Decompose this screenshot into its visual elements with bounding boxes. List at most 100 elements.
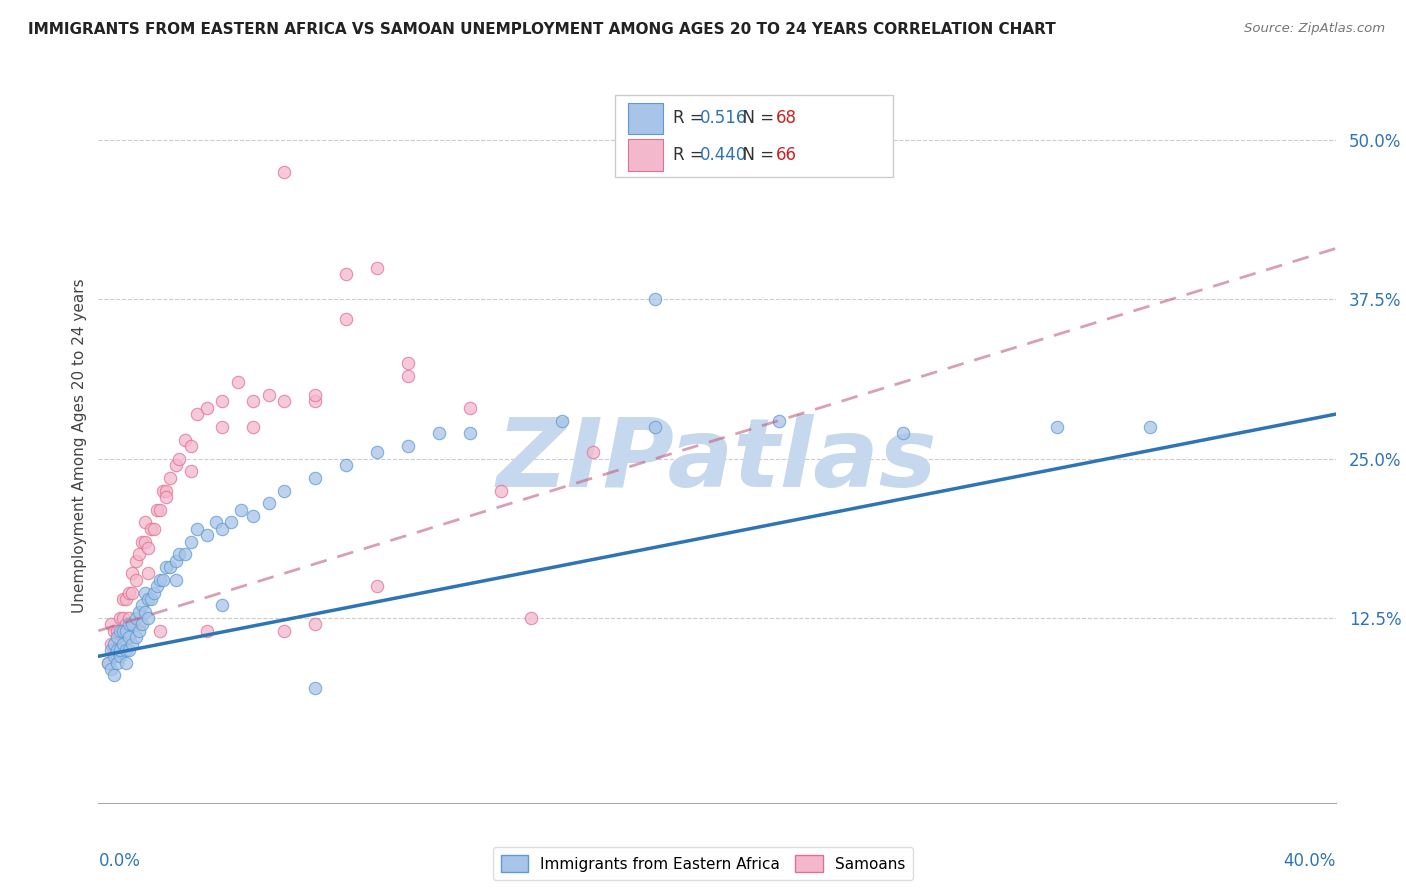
Text: R =: R = xyxy=(672,146,709,164)
Legend: Immigrants from Eastern Africa, Samoans: Immigrants from Eastern Africa, Samoans xyxy=(494,847,912,880)
Point xyxy=(103,649,125,664)
Point xyxy=(115,643,138,657)
Point xyxy=(112,636,135,650)
Point xyxy=(121,585,143,599)
Point xyxy=(124,554,146,568)
Point xyxy=(644,293,666,307)
Point xyxy=(229,502,252,516)
Point xyxy=(489,483,512,498)
Point xyxy=(118,585,141,599)
Point xyxy=(427,426,450,441)
Point xyxy=(174,547,197,561)
Point xyxy=(105,649,128,664)
Point xyxy=(152,483,174,498)
Text: Source: ZipAtlas.com: Source: ZipAtlas.com xyxy=(1244,22,1385,36)
Point xyxy=(180,465,202,479)
Point xyxy=(149,502,172,516)
Point xyxy=(167,547,190,561)
Point xyxy=(108,649,131,664)
Point xyxy=(644,420,666,434)
Point xyxy=(551,413,574,427)
Point xyxy=(136,611,159,625)
Point xyxy=(520,611,543,625)
Point xyxy=(103,643,125,657)
Text: N =: N = xyxy=(733,110,780,128)
Point xyxy=(155,483,177,498)
Point xyxy=(112,591,135,606)
Point xyxy=(97,656,120,670)
Point xyxy=(149,624,172,638)
Point xyxy=(174,433,197,447)
Point xyxy=(136,566,159,581)
Point xyxy=(195,401,218,415)
Point xyxy=(100,617,122,632)
Point xyxy=(768,413,790,427)
Point xyxy=(100,636,122,650)
Point xyxy=(131,599,153,613)
Point xyxy=(115,656,138,670)
Point xyxy=(121,636,143,650)
Point xyxy=(155,490,177,504)
Point xyxy=(131,534,153,549)
Point xyxy=(105,630,128,644)
Point xyxy=(891,426,914,441)
Point xyxy=(396,439,419,453)
Point xyxy=(211,599,233,613)
Point xyxy=(124,630,146,644)
Point xyxy=(1139,420,1161,434)
Point xyxy=(304,681,326,695)
Point xyxy=(159,471,181,485)
Point xyxy=(118,630,141,644)
Text: 0.440: 0.440 xyxy=(700,146,747,164)
Point xyxy=(103,636,125,650)
Point xyxy=(134,516,156,530)
Point xyxy=(165,458,187,472)
Point xyxy=(205,516,228,530)
Text: 66: 66 xyxy=(776,146,797,164)
Point xyxy=(335,267,357,281)
Point xyxy=(134,534,156,549)
Point xyxy=(211,394,233,409)
Point xyxy=(112,624,135,638)
Text: R =: R = xyxy=(672,110,709,128)
Point xyxy=(143,585,166,599)
Point xyxy=(304,394,326,409)
Point xyxy=(134,585,156,599)
Point xyxy=(242,509,264,524)
Point xyxy=(304,388,326,402)
Point xyxy=(211,420,233,434)
Point xyxy=(108,624,131,638)
Point xyxy=(242,394,264,409)
Point xyxy=(167,451,190,466)
Point xyxy=(195,624,218,638)
Point xyxy=(121,566,143,581)
Point xyxy=(242,420,264,434)
Point xyxy=(100,662,122,676)
Point xyxy=(134,605,156,619)
Point xyxy=(221,516,243,530)
Text: N =: N = xyxy=(733,146,780,164)
Point xyxy=(103,624,125,638)
Point xyxy=(136,541,159,555)
Point xyxy=(121,617,143,632)
Point xyxy=(118,617,141,632)
Point xyxy=(131,617,153,632)
Point xyxy=(273,624,295,638)
Point xyxy=(139,591,162,606)
Point xyxy=(366,579,388,593)
Point xyxy=(304,471,326,485)
Point xyxy=(146,502,169,516)
Point xyxy=(396,368,419,383)
Point xyxy=(115,591,138,606)
Point xyxy=(211,522,233,536)
Text: 0.0%: 0.0% xyxy=(98,852,141,870)
Point xyxy=(103,668,125,682)
Point xyxy=(97,656,120,670)
Point xyxy=(108,643,131,657)
Point xyxy=(128,624,150,638)
Point xyxy=(139,522,162,536)
Point xyxy=(273,483,295,498)
Point xyxy=(149,573,172,587)
Point xyxy=(105,656,128,670)
Point xyxy=(186,407,208,421)
